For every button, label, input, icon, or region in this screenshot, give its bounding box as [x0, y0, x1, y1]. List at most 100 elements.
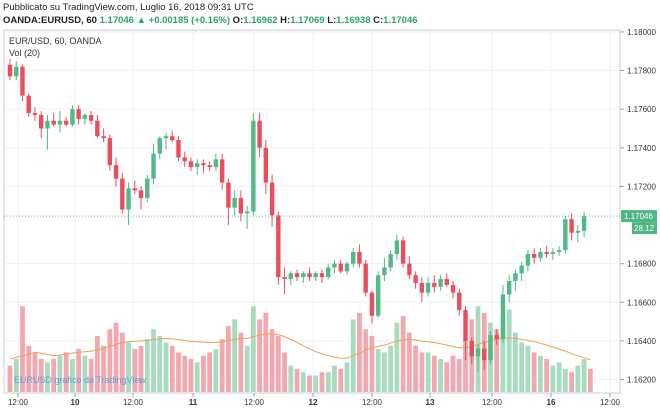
candle-body	[257, 120, 262, 148]
volume-bar	[425, 352, 431, 392]
candle-body	[57, 120, 63, 125]
volume-bar	[556, 362, 562, 392]
x-tick-label: 12:00	[244, 398, 265, 407]
candle-body	[76, 109, 81, 119]
volume-bar	[413, 345, 418, 392]
volume-bar	[500, 319, 506, 392]
candle-body	[145, 178, 150, 198]
candle-body	[581, 216, 587, 231]
volume-bar	[194, 362, 200, 392]
candle-body	[170, 136, 175, 141]
volume-bar	[307, 375, 312, 392]
candle-body	[63, 120, 69, 125]
volume-value-box	[632, 222, 657, 235]
candle-body	[232, 197, 237, 208]
volume-bar	[7, 365, 13, 392]
volume-bar	[400, 316, 406, 392]
candle-body	[138, 190, 144, 198]
candle-body	[332, 263, 337, 268]
close-label: C:	[373, 15, 384, 26]
volume-bar	[219, 339, 225, 392]
candle-body	[482, 348, 487, 361]
volume-bar	[325, 372, 331, 392]
volume-bar	[38, 359, 44, 392]
candles	[7, 58, 587, 372]
candle-body	[182, 157, 187, 162]
candle-body	[432, 282, 437, 287]
candle-body	[488, 335, 493, 361]
candle-body	[113, 165, 119, 179]
last-price-label: 1.17046	[624, 212, 653, 221]
y-tick-label: 1.17600	[627, 105, 656, 114]
volume-bar	[70, 359, 75, 392]
volume-bar	[13, 359, 19, 392]
volume-bar	[263, 312, 269, 392]
high-value: 1.17069	[290, 15, 325, 26]
volume-bar	[388, 345, 394, 392]
candle-body	[288, 273, 293, 280]
open-value: 1.16962	[243, 15, 278, 26]
candle-body	[45, 120, 50, 129]
candle-body	[126, 188, 131, 210]
volume-bar	[275, 335, 281, 392]
volume-bar	[525, 345, 531, 392]
volume-bar	[213, 349, 219, 392]
candle-body	[307, 273, 312, 278]
volume-bar	[151, 329, 156, 392]
volume-bar	[382, 352, 387, 392]
y-tick-label: 1.16800	[627, 260, 656, 269]
candle-body	[201, 163, 206, 166]
volume-ma-line	[9, 333, 591, 361]
candle-body	[375, 275, 381, 316]
open-label: O:	[232, 15, 244, 26]
volume-bar	[119, 332, 125, 392]
volume-bar	[332, 365, 337, 392]
volume-bar	[82, 355, 88, 392]
candle-body	[475, 348, 481, 357]
candle-body	[207, 165, 212, 168]
volume-bar	[562, 368, 568, 392]
volume-bar	[176, 352, 181, 392]
candle-body	[513, 273, 518, 282]
candle-body	[269, 182, 275, 216]
candle-body	[132, 188, 137, 191]
volume-bar	[538, 355, 543, 392]
candle-body	[525, 253, 531, 266]
candle-body	[120, 178, 125, 210]
volume-bar	[238, 332, 244, 392]
volume-bar	[88, 359, 94, 392]
candle-body	[419, 282, 425, 293]
candle-body	[294, 273, 300, 278]
volume-bar	[344, 362, 350, 392]
volume-bar	[438, 359, 443, 392]
x-tick-label: 12:00	[482, 398, 503, 407]
volume-bar	[76, 349, 82, 392]
volume-bar	[163, 342, 169, 392]
candle-body	[14, 66, 19, 77]
x-tick-label: 11	[189, 398, 198, 407]
candle-body	[494, 335, 499, 339]
volume-bar	[144, 339, 150, 392]
candle-body	[226, 182, 231, 208]
candle-body	[450, 284, 456, 293]
candle-body	[20, 66, 25, 96]
candle-body	[151, 153, 156, 179]
volume-bar	[357, 312, 362, 392]
volume-bar	[182, 355, 188, 392]
low-label: L:	[327, 15, 337, 26]
candle-body	[157, 138, 162, 154]
volume-bar	[269, 329, 275, 392]
volume-bars	[7, 306, 593, 392]
candle-body	[519, 265, 524, 274]
candle-body	[263, 147, 269, 183]
candle-body	[413, 275, 418, 283]
volume-bar	[201, 355, 206, 392]
volume-bar	[169, 345, 175, 392]
x-tick-label: 12:00	[8, 398, 29, 407]
volume-bar	[244, 345, 250, 392]
candle-body	[544, 252, 549, 254]
candle-body	[95, 120, 100, 137]
volume-bar	[394, 322, 400, 392]
